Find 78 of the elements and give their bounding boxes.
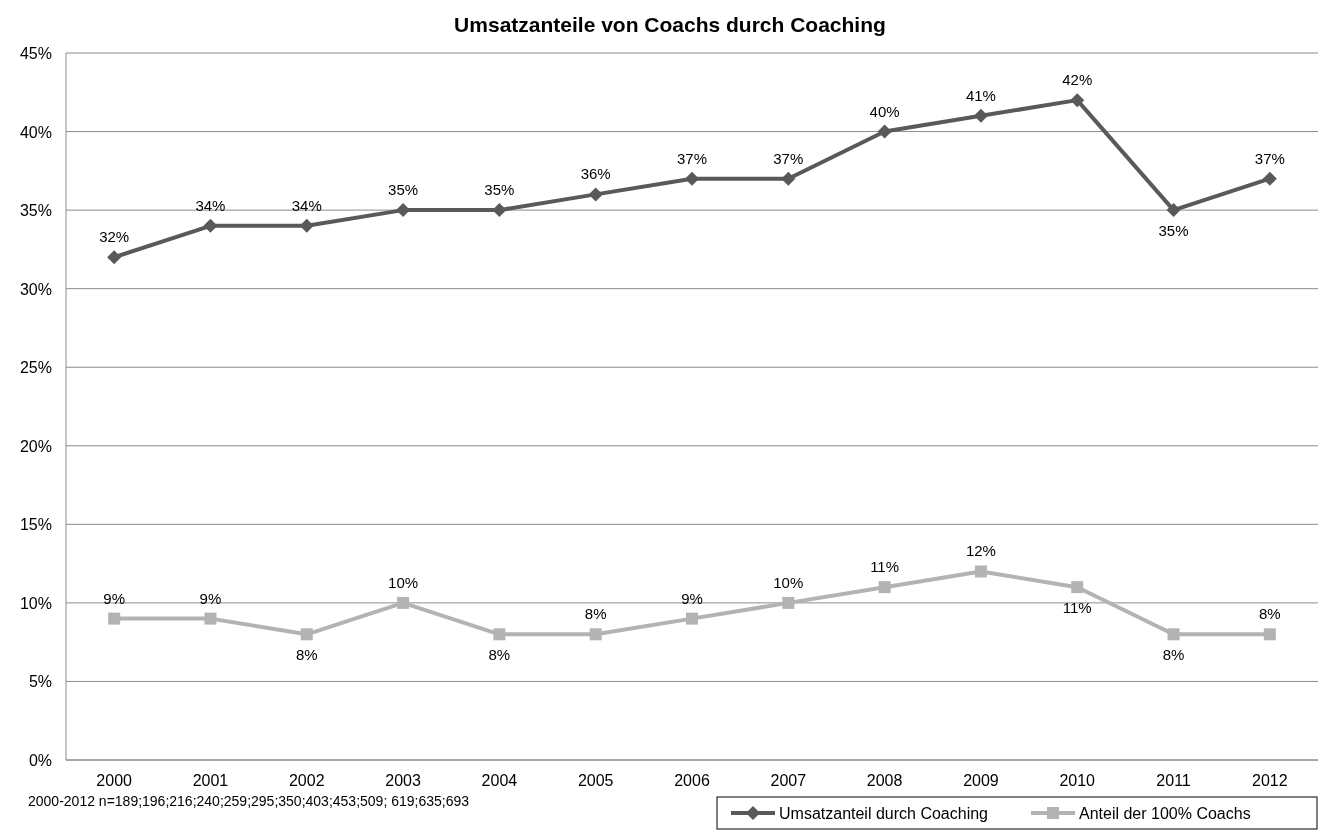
data-label: 36% <box>580 165 611 183</box>
y-tick-label: 5% <box>28 673 52 691</box>
x-tick-label: 2002 <box>288 772 325 789</box>
point <box>397 596 410 609</box>
chart-title: Umsatzanteile von Coachs durch Coaching <box>454 13 886 36</box>
y-tick-label: 0% <box>28 752 52 769</box>
point <box>1070 93 1085 108</box>
point <box>782 596 795 609</box>
data-label: 10% <box>388 573 419 591</box>
point <box>203 218 218 233</box>
data-label: 37% <box>676 149 708 167</box>
x-tick-label: 2005 <box>577 772 614 789</box>
point <box>492 203 507 218</box>
point <box>1167 628 1180 641</box>
point <box>588 187 603 202</box>
point <box>589 628 602 641</box>
y-tick-label: 20% <box>19 437 52 455</box>
x-tick-label: 2009 <box>963 772 999 789</box>
x-tick-label: 2004 <box>481 772 518 789</box>
data-label: 9% <box>103 589 125 607</box>
y-tick-label: 25% <box>19 359 52 377</box>
data-label: 10% <box>773 573 804 591</box>
point <box>1262 171 1277 186</box>
data-label: 8% <box>1162 646 1185 664</box>
y-tick-label: 30% <box>19 280 52 298</box>
text: 2000-2012 n=189;196;216;240;259;295;350;403;453;509; 619;635;693 <box>28 793 470 809</box>
data-label: 8% <box>488 646 511 664</box>
y-tick-label: 45% <box>19 45 52 62</box>
x-tick-label: 2011 <box>1156 772 1191 789</box>
legend-label: Umsatzanteil durch Coaching <box>779 805 988 822</box>
point <box>974 565 987 578</box>
data-label: 11% <box>870 558 900 576</box>
data-label: 11% <box>1062 599 1092 617</box>
y-tick-label: 15% <box>19 516 52 534</box>
data-label: 8% <box>584 605 607 623</box>
point <box>973 108 988 123</box>
point <box>1263 628 1276 641</box>
y-tick-label: 10% <box>19 594 52 612</box>
data-label: 35% <box>1158 222 1189 240</box>
x-tick-label: 2008 <box>866 772 903 789</box>
data-label: 34% <box>195 196 226 214</box>
data-label: 40% <box>869 102 900 120</box>
data-label: 12% <box>965 542 996 560</box>
point <box>685 171 699 186</box>
y-tick-label: 35% <box>19 202 52 220</box>
point <box>877 124 892 139</box>
x-tick-label: 2010 <box>1059 772 1096 789</box>
point <box>781 171 796 186</box>
x-tick-label: 2000 <box>96 772 133 789</box>
point <box>300 628 313 641</box>
legend-label: Anteil der 100% Coachs <box>1079 805 1251 822</box>
data-label: 32% <box>99 228 130 246</box>
data-label: 34% <box>291 196 322 214</box>
data-label: 37% <box>773 149 804 167</box>
point <box>878 581 891 594</box>
x-tick-label: 2007 <box>770 772 807 789</box>
data-label: 35% <box>484 181 515 199</box>
point <box>493 628 506 641</box>
point <box>299 218 314 233</box>
point <box>1071 581 1084 594</box>
point <box>686 612 698 625</box>
data-label: 8% <box>1259 605 1281 623</box>
data-label: 9% <box>681 589 703 607</box>
y-tick-label: 40% <box>19 123 52 141</box>
x-tick-label: 2001 <box>192 772 229 789</box>
data-label: 42% <box>1062 71 1093 89</box>
point <box>204 612 217 625</box>
x-tick-label: 2003 <box>385 772 421 789</box>
x-tick-label: 2012 <box>1252 772 1288 789</box>
data-label: 8% <box>295 646 318 664</box>
x-tick-label: 2006 <box>674 772 710 789</box>
data-label: 41% <box>965 86 996 104</box>
data-label: 35% <box>388 181 419 199</box>
point <box>107 250 122 265</box>
data-label: 37% <box>1254 149 1285 167</box>
point <box>1166 203 1181 218</box>
point <box>108 612 121 625</box>
data-label: 9% <box>199 589 222 607</box>
